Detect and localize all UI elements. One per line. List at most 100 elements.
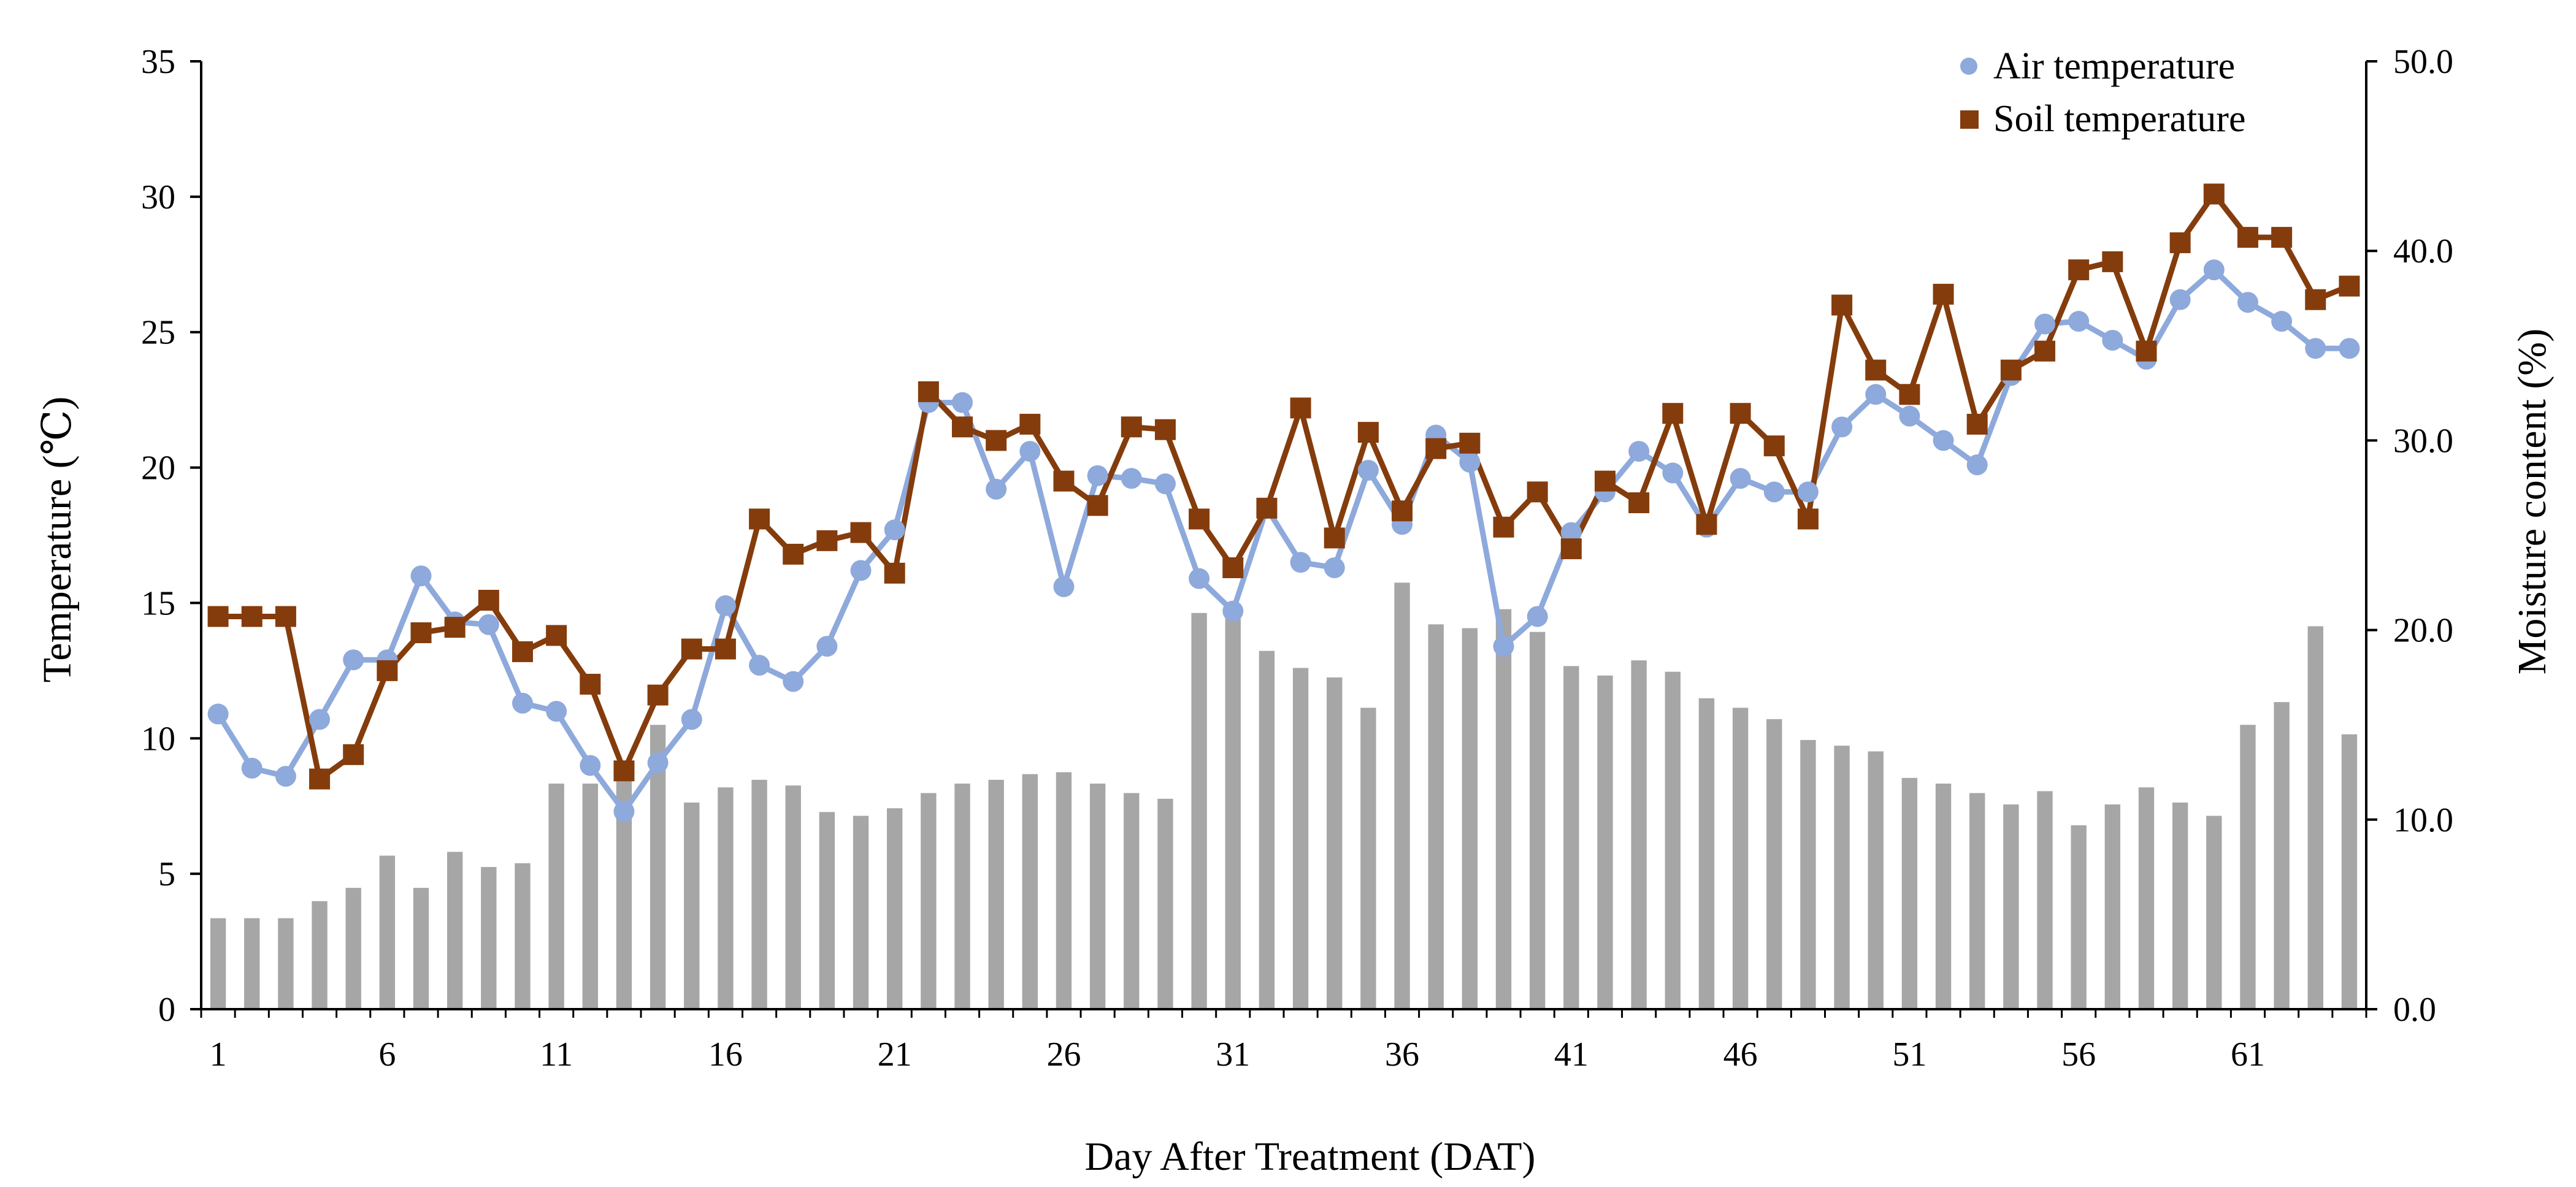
moisture-bar	[1089, 784, 1106, 1009]
air-temperature-point	[715, 595, 736, 616]
x-tick-label: 11	[540, 1036, 573, 1074]
y-left-tick-label: 5	[158, 855, 175, 893]
air-temperature-point	[1527, 606, 1548, 627]
moisture-bar	[2003, 804, 2019, 1009]
moisture-bar	[1834, 746, 1850, 1009]
soil-temperature-point	[512, 641, 533, 662]
soil-temperature-point	[1154, 419, 1176, 440]
soil-temperature-point	[783, 543, 804, 565]
moisture-bar	[718, 787, 734, 1009]
moisture-bar	[1124, 793, 1140, 1009]
air-temperature-point	[1053, 576, 1075, 597]
moisture-bar	[2138, 787, 2155, 1009]
soil-temperature-point	[1425, 438, 1447, 459]
moisture-bar	[2274, 702, 2290, 1009]
moisture-bar	[447, 852, 463, 1009]
air-temperature-point	[749, 655, 770, 676]
moisture-bar	[1394, 582, 1410, 1009]
soil-temperature-point	[2203, 183, 2225, 205]
soil-temperature-point	[681, 638, 702, 660]
soil-temperature-point	[478, 590, 499, 611]
air-temperature-point	[986, 478, 1007, 500]
air-temperature-point	[1966, 454, 1988, 476]
soil-temperature-point	[1527, 481, 1548, 503]
soil-temperature-point	[241, 606, 263, 627]
moisture-bar	[1868, 751, 1884, 1009]
soil-temperature-point	[1797, 508, 1819, 530]
soil-temperature-point	[1222, 557, 1244, 579]
soil-temperature-point	[2237, 227, 2258, 248]
moisture-bar	[210, 918, 226, 1009]
x-tick-label: 46	[1723, 1036, 1758, 1074]
soil-temperature-point	[2136, 340, 2157, 362]
air-temperature-point	[2034, 313, 2056, 335]
moisture-bar	[2240, 725, 2256, 1009]
air-temperature-point	[343, 649, 364, 671]
y-left-tick-label: 0	[158, 991, 175, 1029]
moisture-bar	[1327, 677, 1343, 1009]
soil-temperature-point	[986, 430, 1007, 451]
y-axis-title-right: Moisture content (%)	[2510, 329, 2555, 675]
soil-temperature-point	[275, 606, 296, 627]
air-temperature-point	[241, 757, 263, 779]
soil-temperature-point	[207, 606, 229, 627]
soil-temperature-point	[647, 684, 669, 706]
air-temperature-point	[1763, 481, 1785, 503]
moisture-bar	[1022, 774, 1038, 1009]
soil-temperature-point	[1087, 495, 1108, 516]
y-left-tick-label: 25	[141, 314, 175, 352]
air-temperature-point	[1899, 405, 1920, 427]
air-temperature-point	[512, 692, 533, 714]
moisture-bar	[853, 815, 869, 1009]
air-temperature-point	[1087, 465, 1108, 486]
moisture-bar	[278, 918, 294, 1009]
moisture-bar	[481, 867, 497, 1009]
air-temperature-point	[1730, 468, 1751, 489]
air-temperature-point	[681, 709, 702, 730]
moisture-bar	[2172, 802, 2188, 1009]
moisture-bar	[2341, 734, 2358, 1009]
moisture-bar	[1732, 708, 1749, 1009]
soil-temperature-point	[1121, 416, 1142, 438]
moisture-bar	[1529, 632, 1546, 1009]
soil-temperature-point	[1189, 508, 1210, 530]
y-left-tick-label: 35	[141, 43, 175, 81]
temperature-markers	[207, 183, 2360, 822]
moisture-bar	[379, 855, 396, 1009]
moisture-bar	[819, 812, 835, 1009]
soil-temperature-point	[1290, 397, 1311, 419]
air-temperature-line	[215, 267, 2350, 814]
air-temperature-point	[2271, 311, 2293, 332]
moisture-bar	[1597, 675, 1613, 1009]
soil-temperature-point	[1966, 413, 1988, 435]
moisture-bar	[515, 863, 531, 1009]
air-temperature-point	[2102, 329, 2123, 351]
air-temperature-point	[2169, 289, 2191, 310]
moisture-bar	[1563, 666, 1579, 1009]
y-right-tick-label: 0.0	[2393, 991, 2436, 1029]
moisture-bar	[1665, 671, 1681, 1009]
soil-temperature-point	[410, 622, 432, 644]
soil-temperature-point	[2169, 232, 2191, 253]
air-temperature-point	[1865, 384, 1887, 405]
air-temperature-point	[1324, 557, 1345, 579]
air-temperature-point	[816, 636, 838, 657]
moisture-bar	[2206, 815, 2222, 1009]
moisture-bar	[582, 784, 598, 1009]
moisture-bar	[312, 901, 328, 1009]
moisture-bar	[1631, 660, 1647, 1009]
soil-temperature-point	[816, 530, 838, 551]
x-tick-label: 6	[378, 1036, 396, 1074]
moisture-bar	[1259, 651, 1275, 1009]
soil-temperature-point	[444, 617, 466, 638]
soil-temperature-point	[850, 522, 872, 543]
soil-temperature-point	[580, 673, 601, 695]
air-temperature-point	[1121, 468, 1142, 489]
air-temperature-point	[613, 801, 635, 822]
soil-temperature-point	[2305, 289, 2326, 310]
soil-temperature-point	[1899, 384, 1920, 405]
soil-temperature-point	[1357, 422, 1379, 443]
soil-temperature-point	[613, 760, 635, 782]
y-right-tick-label: 40.0	[2393, 232, 2453, 270]
